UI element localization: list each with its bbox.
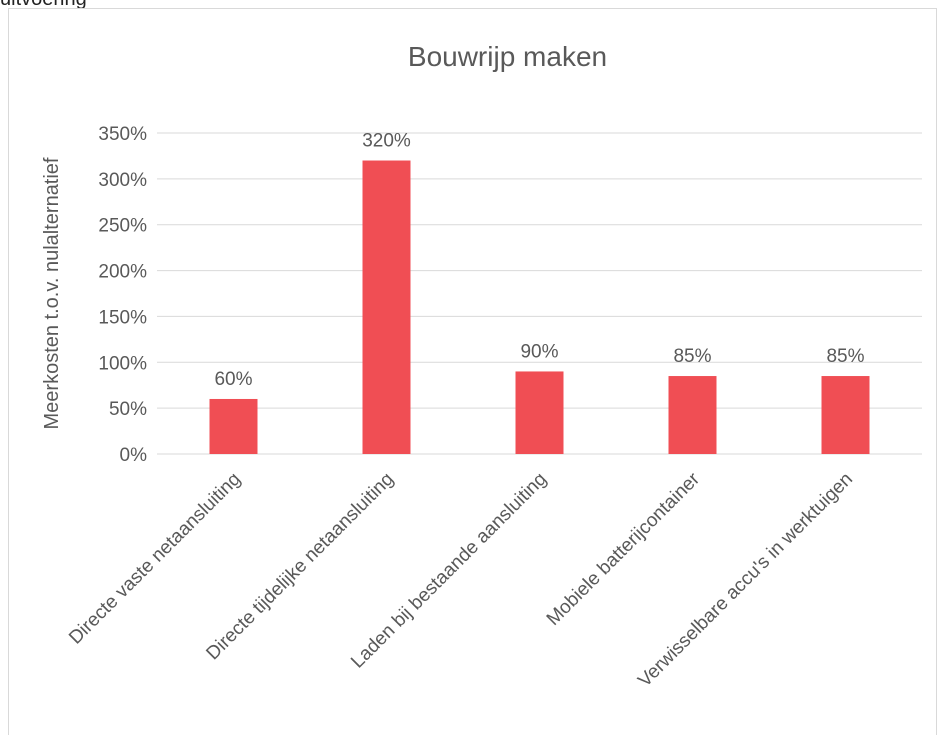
y-tick-label: 300% xyxy=(98,170,147,191)
y-tick-label: 350% xyxy=(98,124,147,145)
y-tick-label: 250% xyxy=(98,216,147,237)
bar xyxy=(362,160,411,454)
bar xyxy=(821,376,870,454)
y-axis-label: Meerkosten t.o.v. nulalternatief xyxy=(41,157,63,429)
y-tick-label: 200% xyxy=(98,262,147,283)
bar xyxy=(209,398,258,454)
data-label: 85% xyxy=(826,346,864,367)
y-tick-label: 50% xyxy=(109,399,147,420)
chart-title: Bouwrijp maken xyxy=(408,41,607,72)
cropped-heading-fragment: uitvoering xyxy=(0,0,87,11)
data-label: 85% xyxy=(673,346,711,367)
data-label: 60% xyxy=(214,369,252,390)
category-label: Mobiele batterijcontainer xyxy=(543,468,705,630)
bar xyxy=(668,376,717,454)
y-tick-label: 100% xyxy=(98,353,147,374)
category-label: Directe vaste netaansluiting xyxy=(65,469,245,649)
data-label: 90% xyxy=(520,341,558,362)
bar xyxy=(515,371,564,454)
y-tick-label: 150% xyxy=(98,307,147,328)
y-tick-label: 0% xyxy=(120,445,148,466)
data-label: 320% xyxy=(362,131,411,152)
chart-frame xyxy=(8,8,937,735)
